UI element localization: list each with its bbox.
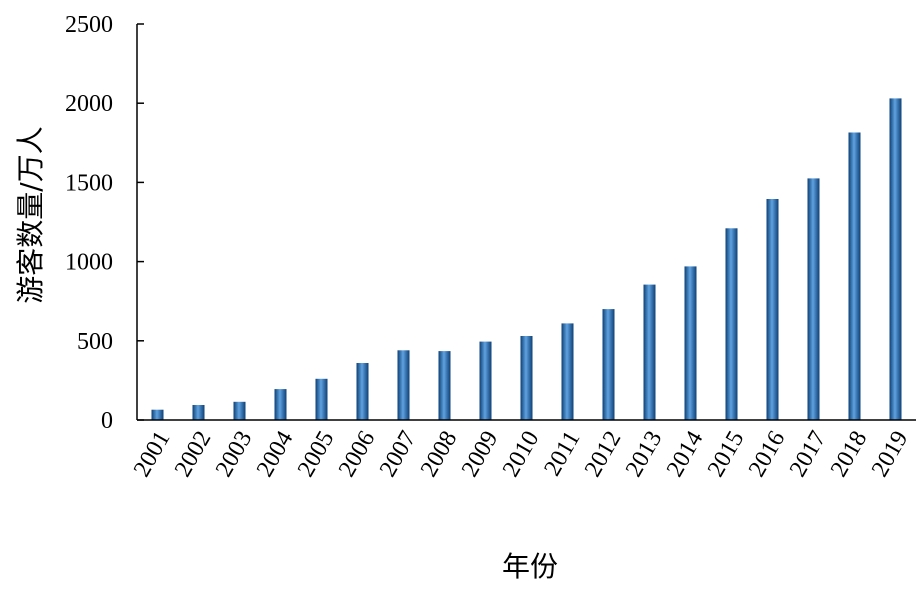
bar-2006 (356, 363, 369, 420)
x-tick-label: 2013 (621, 427, 668, 482)
y-tick-label: 1500 (65, 170, 113, 196)
x-tick-label: 2007 (375, 427, 422, 482)
x-tick-label: 2002 (170, 427, 217, 482)
x-tick-label: 2003 (211, 427, 258, 482)
x-tick-label: 2006 (334, 427, 381, 482)
bar-2009 (479, 341, 492, 420)
x-tick-label: 2011 (539, 427, 585, 481)
y-tick-label: 2500 (65, 12, 113, 38)
bar-2012 (602, 309, 615, 420)
x-tick-label: 2010 (498, 427, 545, 482)
bar-2018 (848, 132, 861, 420)
x-tick-label: 2018 (826, 427, 873, 482)
y-tick-label: 1000 (65, 250, 113, 276)
bars-group (151, 98, 902, 421)
x-tick-label: 2015 (703, 427, 750, 482)
bar-2005 (315, 378, 328, 420)
x-tick-label: 2012 (580, 427, 627, 482)
bar-2016 (766, 199, 779, 420)
y-tick-label: 0 (101, 408, 113, 434)
x-tick-label: 2016 (744, 427, 791, 482)
bar-2011 (561, 323, 574, 420)
bar-2003 (233, 401, 246, 420)
bar-2013 (643, 284, 656, 420)
x-axis-title: 年份 (502, 550, 558, 583)
x-tick-label: 2005 (293, 427, 340, 482)
x-tick-label: 2004 (252, 427, 299, 482)
bar-2004 (274, 389, 287, 420)
y-axis-title: 游客数量/万人 (14, 126, 47, 303)
bar-2017 (807, 178, 820, 420)
bar-2001 (151, 409, 164, 420)
x-tick-label: 2009 (457, 427, 504, 482)
x-tick-label: 2017 (785, 427, 832, 482)
y-axis-ticks: 0 500 1000 1500 2000 2500 (65, 12, 144, 434)
x-axis-ticks: 2001200220032004200520062007200820092010… (129, 427, 914, 482)
bar-2010 (520, 336, 533, 420)
bar-2014 (684, 266, 697, 420)
y-tick-label: 500 (77, 329, 113, 355)
y-tick-label: 2000 (65, 91, 113, 117)
bar-2019 (889, 98, 902, 421)
x-tick-label: 2014 (662, 427, 709, 482)
x-tick-label: 2008 (416, 427, 463, 482)
x-tick-label: 2019 (867, 427, 914, 482)
x-tick-label: 2001 (129, 427, 176, 482)
bar-2008 (438, 351, 451, 420)
bar-2007 (397, 350, 410, 420)
bar-2015 (725, 228, 738, 420)
bar-2002 (192, 405, 205, 420)
